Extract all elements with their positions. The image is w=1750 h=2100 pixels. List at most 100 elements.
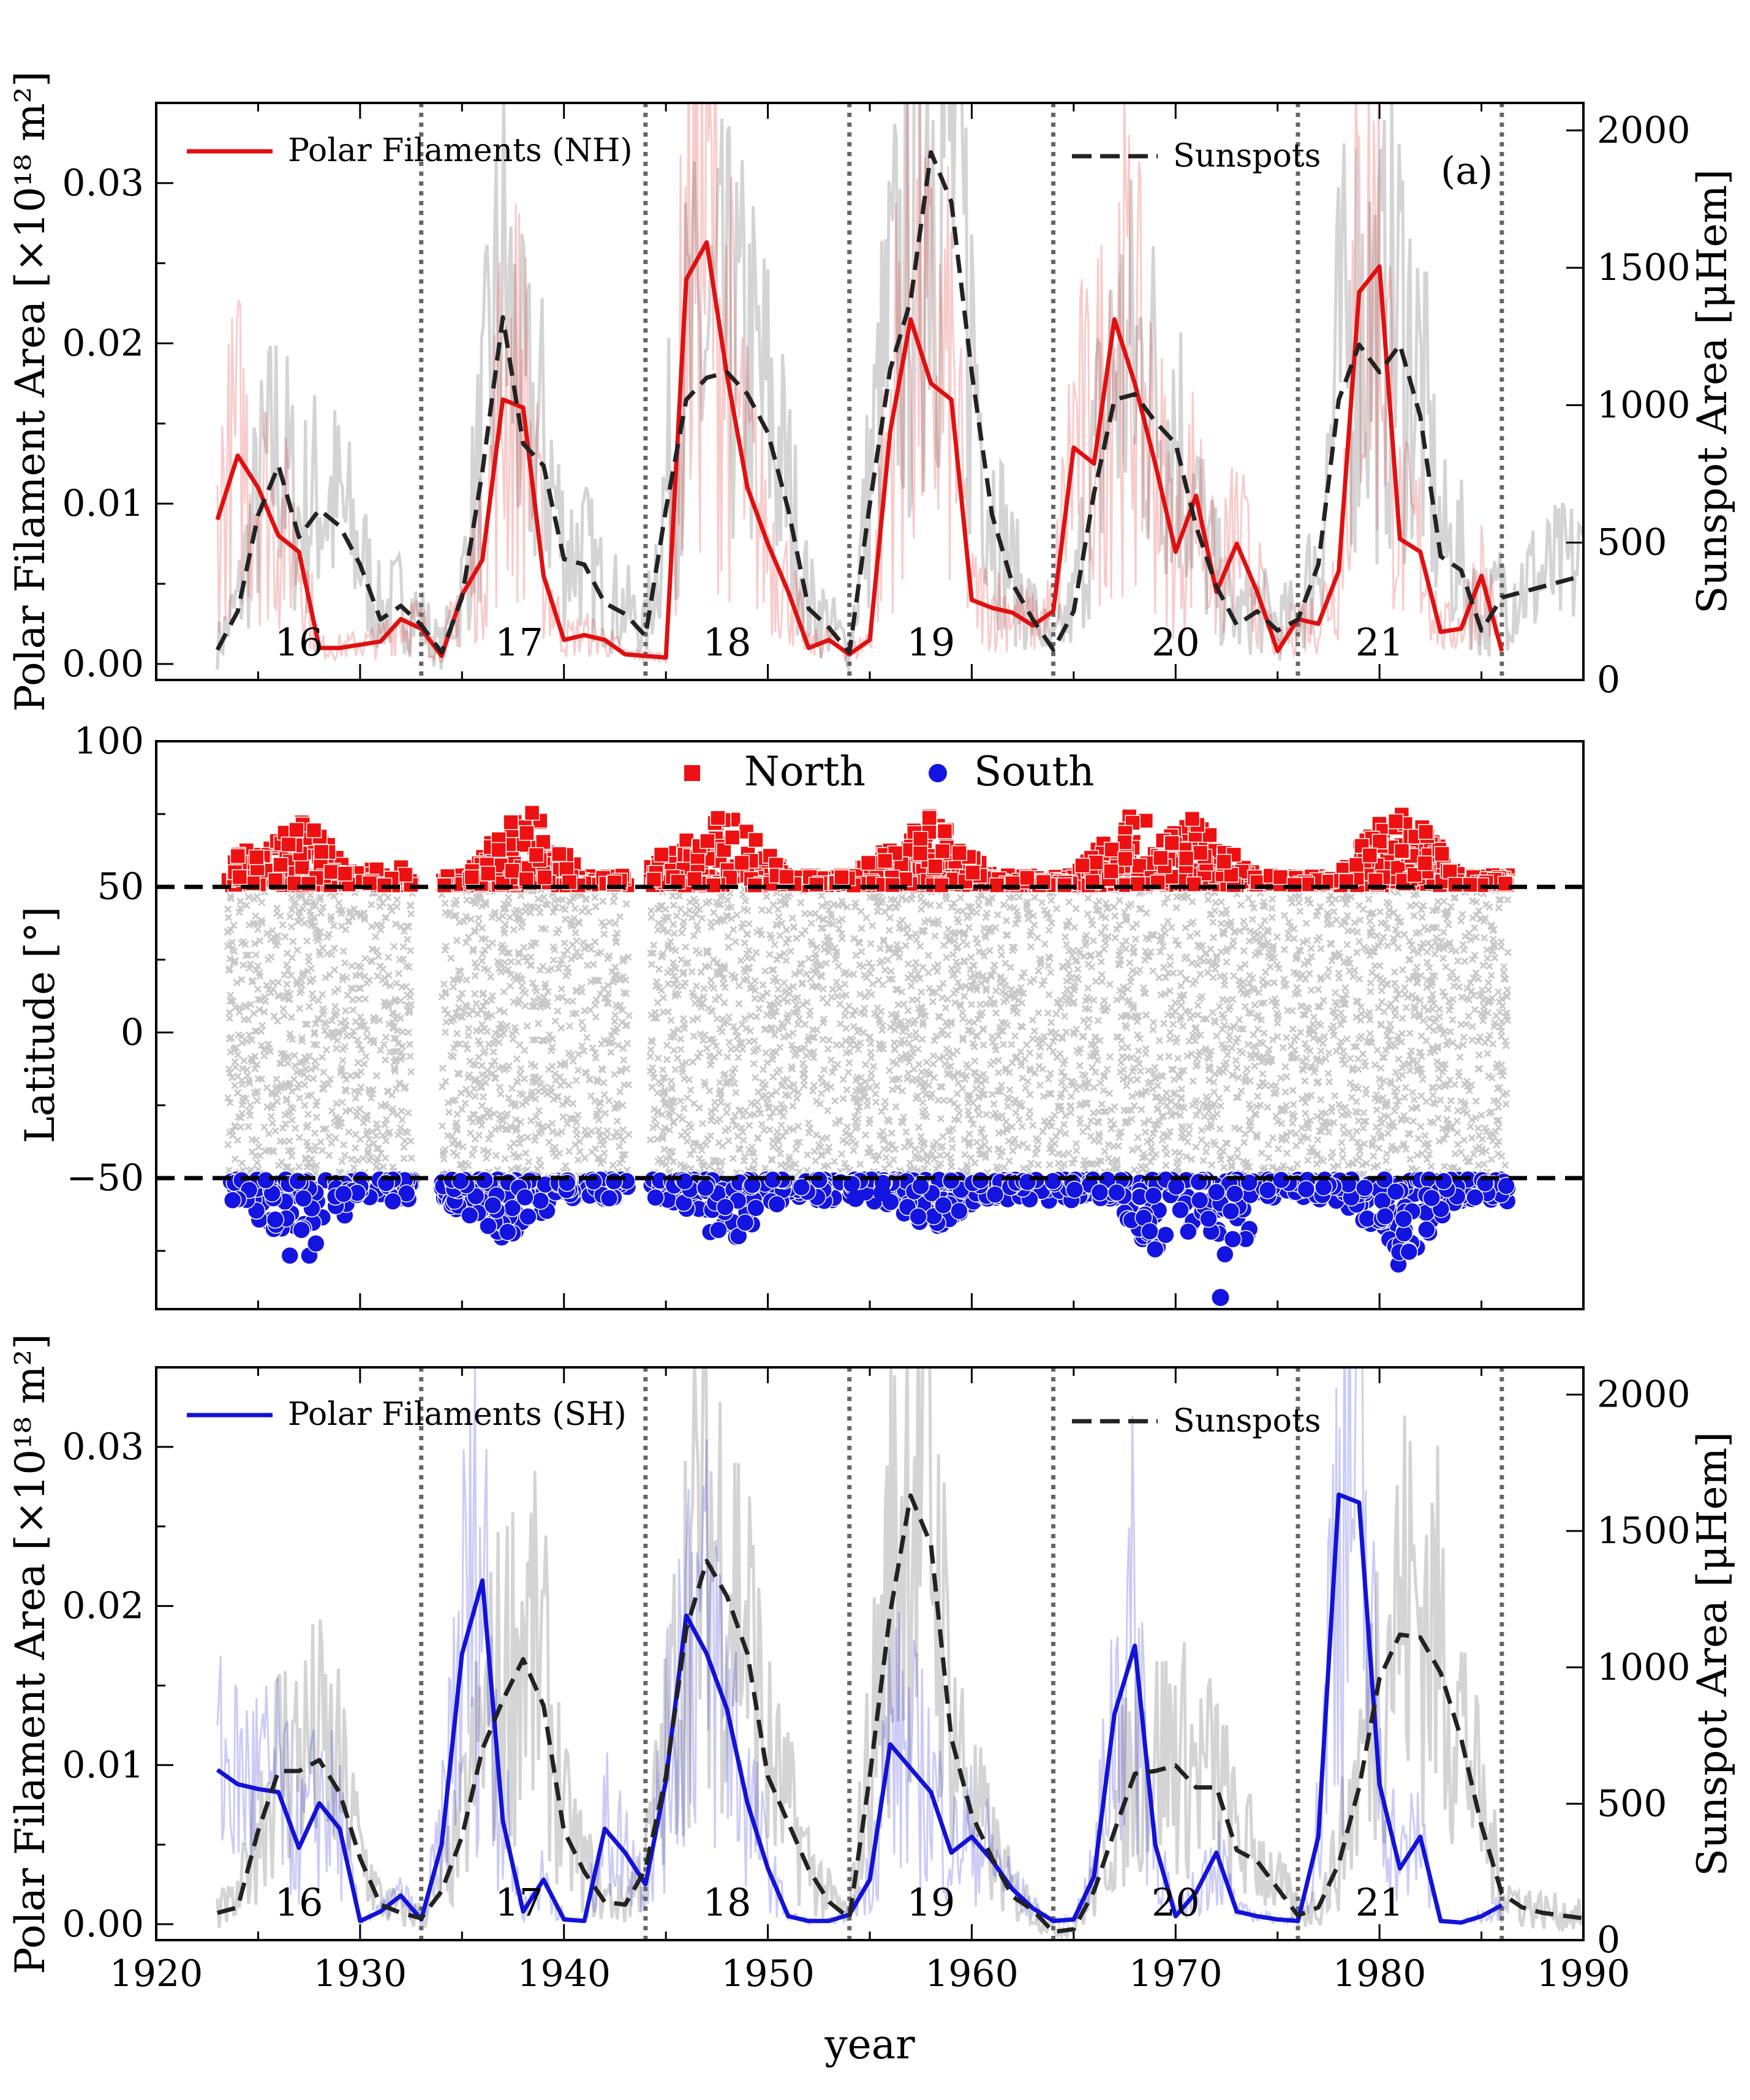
north-filament-marker (518, 871, 534, 888)
north-filament-marker (230, 848, 246, 864)
south-filament-marker (516, 1188, 534, 1207)
north-filament-marker (248, 849, 265, 866)
north-filament-marker (860, 855, 877, 871)
south-filament-marker (1044, 1172, 1062, 1190)
y-right-tick-label: 0 (1597, 1919, 1620, 1962)
south-filament-marker (1376, 1207, 1395, 1226)
cycle-number-label: 18 (703, 1880, 752, 1925)
south-filament-marker (1199, 1209, 1218, 1228)
panel-c-ylabel-right: Sunspot Area [μHem] (1689, 1432, 1736, 1876)
north-filament-marker (1153, 850, 1169, 866)
panel-b-latitude-scatter: −50 0 50 100 Latitude [°] North South (17, 720, 1585, 1310)
north-filament-marker (1164, 835, 1180, 852)
north-filament-marker (921, 810, 937, 826)
legend-a-filaments-label: Polar Filaments (NH) (288, 132, 633, 169)
south-filament-marker (519, 1207, 537, 1226)
north-filament-marker (1272, 869, 1289, 885)
y-tick-label: 100 (74, 720, 144, 763)
north-filament-marker (294, 859, 310, 875)
north-filament-marker (1394, 843, 1410, 859)
north-filament-marker (289, 821, 304, 838)
y-tick-label: 0.02 (62, 1585, 144, 1628)
south-filament-marker (1435, 1172, 1453, 1190)
south-filament-marker (716, 1198, 734, 1217)
y-right-tick-label: 500 (1597, 521, 1667, 564)
north-filament-marker (337, 866, 353, 882)
north-filament-marker (734, 855, 750, 871)
y-tick-label: 0.00 (62, 1903, 144, 1946)
x-tick-label: 1950 (721, 1952, 815, 1995)
south-filament-marker (1422, 1188, 1441, 1207)
south-filament-marker (1207, 1183, 1226, 1201)
north-filament-marker (537, 869, 553, 885)
south-filament-marker (1141, 1222, 1159, 1241)
legend-b-south-marker (929, 764, 947, 782)
panel-a-ticks: 0.00 0.01 0.02 0.03 0 500 1000 1500 2000 (62, 103, 1691, 701)
panel-b-ticks: −50 0 50 100 (66, 720, 1585, 1309)
x-tick-label: 1930 (314, 1952, 407, 1995)
panel-a-cycle-labels: 16 17 18 19 20 21 (275, 620, 1404, 665)
north-filament-marker (808, 877, 824, 893)
north-filament-marker (834, 869, 850, 885)
x-tick-label: 1960 (925, 1952, 1019, 1995)
y-right-tick-label: 500 (1597, 1782, 1667, 1825)
south-filament-marker (307, 1234, 325, 1253)
north-filament-marker (965, 864, 981, 881)
north-filament-marker (1417, 855, 1433, 871)
y-tick-label: 0.01 (62, 1743, 144, 1786)
south-filament-marker (1226, 1184, 1244, 1203)
south-filament-marker (986, 1185, 1005, 1204)
y-right-tick-label: 1500 (1597, 246, 1691, 289)
south-filament-marker (1223, 1230, 1242, 1248)
south-filament-marker (1171, 1201, 1190, 1219)
legend-b-south-label: South (974, 748, 1095, 795)
south-filament-marker (709, 1221, 728, 1239)
panel-a-ylabel: Polar Filament Area [×10¹⁸ m²] (7, 71, 54, 712)
north-filament-marker (1192, 845, 1209, 861)
south-filament-marker (531, 1192, 550, 1210)
x-tick-label: 1980 (1333, 1952, 1427, 1995)
north-filament-marker (1371, 833, 1388, 850)
north-filament-marker (1117, 851, 1133, 867)
south-filament-marker (334, 1185, 353, 1203)
south-filament-marker (942, 1171, 960, 1190)
north-filament-marker (646, 872, 662, 888)
south-filament-marker (1386, 1182, 1405, 1201)
north-filament-marker (1434, 846, 1450, 862)
south-filament-marker (1167, 1177, 1185, 1196)
raw-filament-trace (216, 1367, 1502, 1927)
north-filament-marker (934, 843, 951, 859)
north-filament-marker (748, 832, 764, 848)
south-filament-outlier (873, 1184, 891, 1201)
north-filament-marker (687, 871, 703, 887)
cycle-number-label: 18 (703, 620, 752, 665)
legend-b-north-label: North (744, 748, 866, 795)
north-filament-marker (779, 869, 794, 885)
north-filament-marker (912, 845, 929, 861)
north-filament-marker (1442, 863, 1458, 880)
panel-c-cycle-minima-lines (419, 1367, 1504, 1940)
y-right-tick-label: 1000 (1597, 383, 1691, 426)
south-filament-marker (1221, 1202, 1240, 1221)
south-filament-marker (1258, 1181, 1277, 1199)
legend-c-sunspots-label: Sunspots (1173, 1403, 1321, 1440)
cycle-number-label: 20 (1152, 1880, 1200, 1925)
north-filament-marker (1387, 813, 1404, 829)
panel-b-points (156, 805, 1583, 1306)
cycle-number-label: 19 (907, 620, 955, 665)
north-filament-marker (524, 805, 540, 821)
south-filament-marker (1090, 1183, 1109, 1202)
y-tick-label: 0.03 (62, 1426, 144, 1468)
raw-sunspot-trace (216, 103, 1583, 674)
south-filament-marker (1107, 1183, 1126, 1202)
sunspot-line (215, 150, 1583, 655)
south-filament-marker (1314, 1178, 1333, 1196)
south-filament-marker (451, 1172, 470, 1190)
south-filament-marker (266, 1211, 285, 1229)
north-filament-marker (504, 863, 520, 879)
north-filament-marker (232, 869, 248, 885)
north-filament-marker (1348, 857, 1365, 873)
